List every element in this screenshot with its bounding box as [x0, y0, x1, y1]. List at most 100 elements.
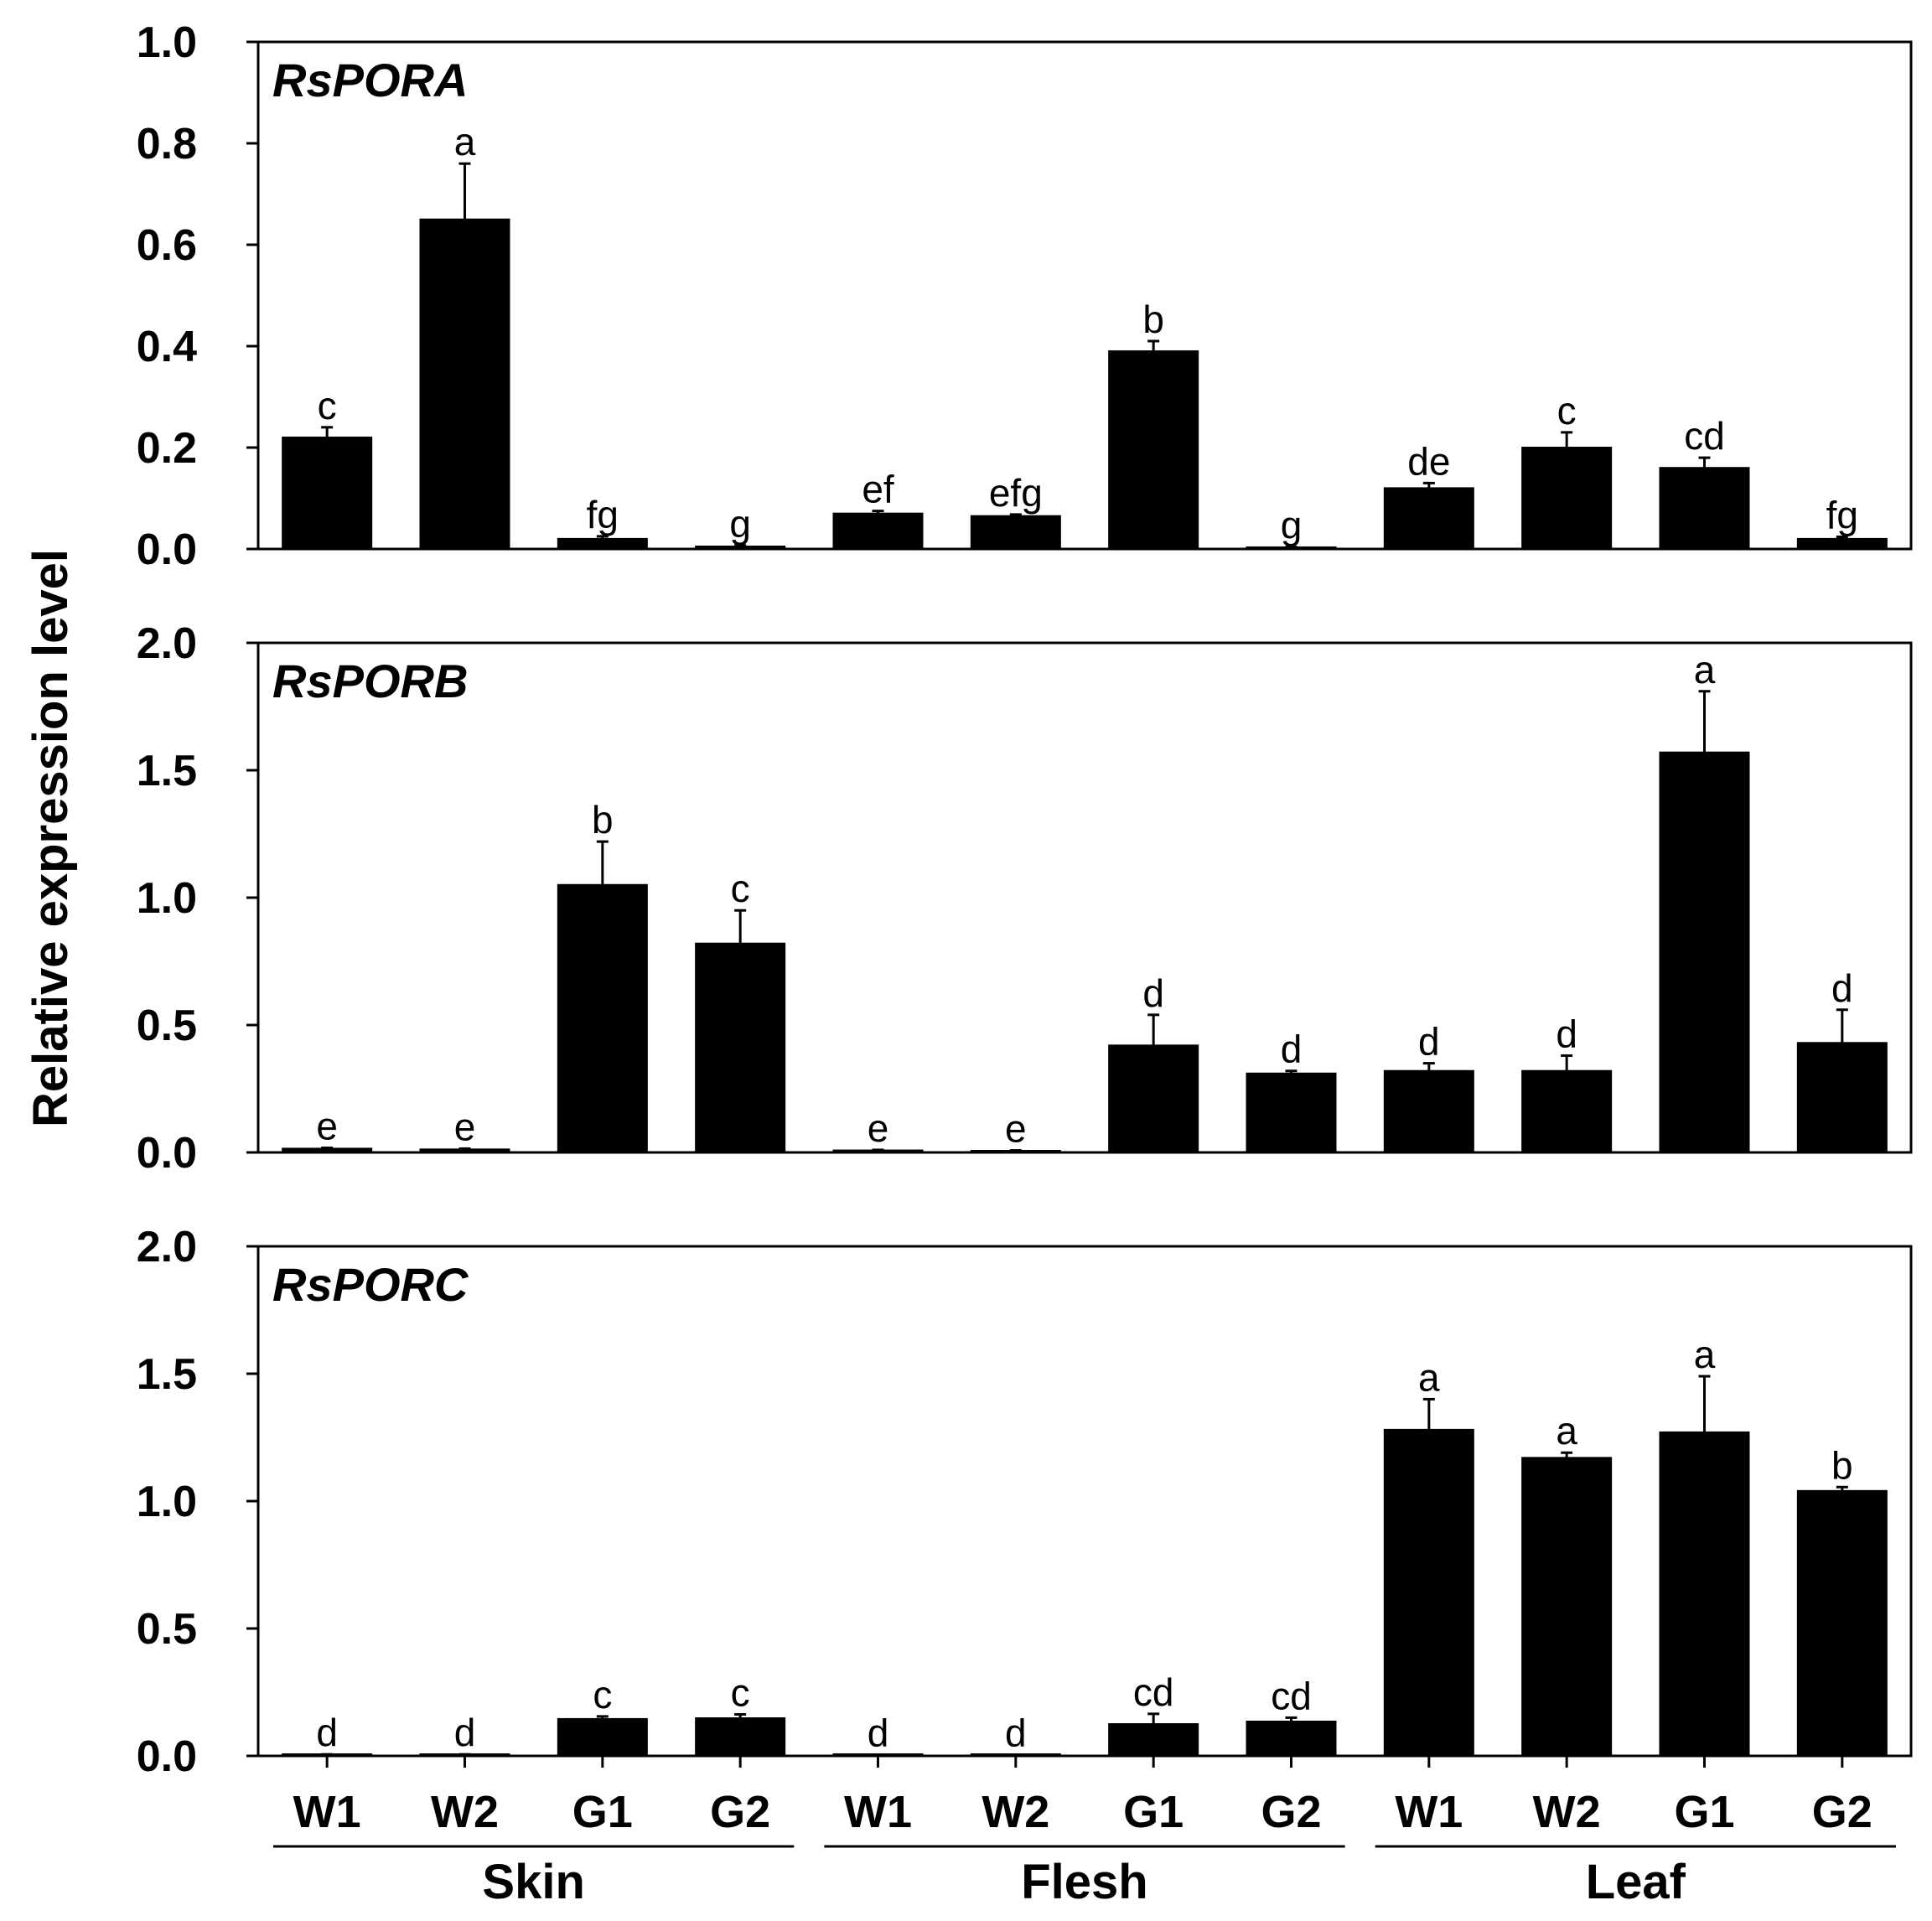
bar [1246, 1072, 1337, 1154]
x-tick-label: W1 [844, 1787, 912, 1837]
significance-letter: d [316, 1711, 338, 1754]
significance-letter: fg [587, 493, 619, 536]
significance-letter: a [1694, 1333, 1716, 1376]
y-tick-label: 1.0 [137, 1478, 197, 1526]
bar [1659, 1431, 1750, 1758]
bar [1521, 1457, 1613, 1757]
significance-letter: g [729, 502, 751, 546]
bar [1796, 537, 1888, 551]
plot-frame [256, 40, 1913, 551]
y-tick-label: 1.0 [137, 18, 197, 67]
significance-letter: d [868, 1711, 889, 1754]
significance-letter: efg [989, 471, 1043, 515]
bar [557, 537, 648, 551]
group-label: Skin [482, 1855, 585, 1909]
y-tick-label: 1.0 [137, 874, 197, 923]
significance-letter: d [1005, 1711, 1027, 1754]
significance-letter: cd [1133, 1670, 1174, 1714]
y-axis-title: Relative expression level [23, 549, 78, 1127]
y-tick-label: 0.2 [137, 424, 197, 473]
bar [282, 436, 373, 551]
significance-letter: d [1418, 1020, 1440, 1064]
bar [832, 512, 924, 551]
significance-letter: e [1005, 1107, 1027, 1151]
significance-letter: c [1557, 389, 1577, 432]
y-tick-label: 2.0 [137, 619, 197, 668]
x-tick-label: G2 [1261, 1787, 1321, 1837]
significance-letter: a [1418, 1355, 1440, 1399]
panel-2: 0.0 0.5 1.0 1.5 2.0 RsPORB e e b c e e d d d d a d [137, 619, 1913, 1178]
panel-title: RsPORA [272, 54, 468, 106]
bar [419, 218, 510, 550]
bar [695, 1717, 786, 1758]
significance-letter: b [1831, 1443, 1853, 1487]
bar [1659, 467, 1750, 551]
x-tick-label: G1 [1674, 1787, 1734, 1837]
bar [1108, 350, 1199, 550]
bar [1383, 1428, 1474, 1757]
significance-letter: d [1556, 1012, 1577, 1055]
significance-letter: a [1694, 648, 1716, 691]
significance-letter: e [454, 1105, 476, 1148]
y-tick-label: 0.8 [137, 120, 197, 168]
y-tick-label: 1.5 [137, 1350, 197, 1399]
bar [1796, 1042, 1888, 1154]
y-tick-label: 0.5 [137, 1002, 197, 1050]
bar [557, 883, 648, 1154]
x-tick-label: W2 [982, 1787, 1049, 1837]
x-axis: W1 W2 G1 G2 W1 W2 G1 G2 W1 W2 G1 G2 Skin Flesh Leaf [273, 1756, 1896, 1909]
significance-letter: cd [1684, 414, 1725, 458]
group-label: Flesh [1021, 1855, 1148, 1909]
x-tick-label: G1 [572, 1787, 633, 1837]
significance-letter: d [1831, 966, 1853, 1010]
x-tick-label: W1 [293, 1787, 361, 1837]
significance-letter: b [1142, 298, 1164, 341]
y-tick-label: 0.0 [137, 526, 197, 574]
significance-letter: a [454, 120, 476, 163]
bar [1521, 1069, 1613, 1153]
significance-letter: ef [862, 468, 894, 511]
significance-letter: c [593, 1673, 612, 1716]
significance-letter: fg [1826, 493, 1858, 536]
group-label: Leaf [1586, 1855, 1686, 1909]
bar [1796, 1489, 1888, 1757]
significance-letter: d [1281, 1028, 1303, 1071]
y-tick-label: 0.0 [137, 1732, 197, 1781]
significance-letter: c [731, 1670, 750, 1714]
x-tick-label: G2 [1812, 1787, 1872, 1837]
bar [695, 942, 786, 1153]
y-tick-label: 0.5 [137, 1605, 197, 1654]
panel-title: RsPORB [272, 655, 468, 707]
significance-letter: a [1556, 1409, 1577, 1452]
significance-letter: de [1407, 439, 1450, 483]
significance-letter: c [318, 384, 337, 427]
significance-letter: b [592, 798, 614, 841]
bar [282, 1147, 373, 1153]
y-tick-label: 0.0 [137, 1129, 197, 1178]
significance-letter: d [454, 1711, 476, 1754]
bar [1108, 1723, 1199, 1757]
x-tick-label: W2 [431, 1787, 499, 1837]
x-tick-label: W2 [1533, 1787, 1601, 1837]
significance-letter: e [316, 1105, 338, 1148]
y-tick-label: 2.0 [137, 1223, 197, 1271]
bar [1659, 751, 1750, 1153]
bar [1108, 1044, 1199, 1153]
y-tick-label: 0.6 [137, 221, 197, 270]
y-tick-label: 1.5 [137, 747, 197, 795]
significance-letter: cd [1271, 1674, 1312, 1717]
bar [1383, 487, 1474, 551]
bar [1383, 1069, 1474, 1153]
bar [1246, 1720, 1337, 1757]
significance-letter: g [1281, 504, 1303, 547]
panel-title: RsPORC [272, 1258, 469, 1311]
bar [695, 545, 786, 550]
significance-letter: d [1142, 971, 1164, 1015]
x-tick-label: G1 [1123, 1787, 1184, 1837]
bar [1521, 447, 1613, 550]
bar [557, 1717, 648, 1757]
panel-1: 0.0 0.2 0.4 0.6 0.8 1.0 RsPORA c a fg g ef efg b g de c c… [137, 18, 1913, 574]
